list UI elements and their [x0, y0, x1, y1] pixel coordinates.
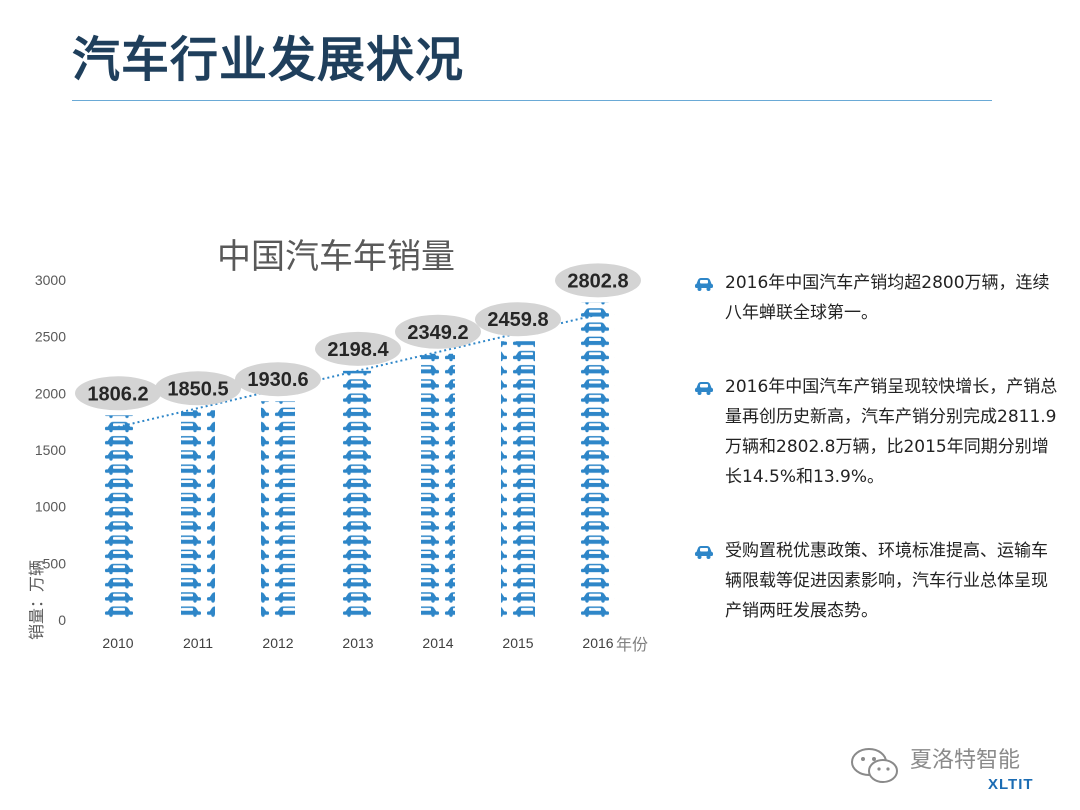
x-axis-label: 年份 [616, 635, 648, 654]
value-bubble [75, 376, 161, 411]
bullet-text: 2016年中国汽车产销呈现较快增长，产销总量再创历史新高，汽车产销分别完成281… [725, 377, 1058, 487]
wechat-icon [851, 748, 898, 783]
sales-bar-chart: 中国汽车年销量 0 500 1000 1500 2000 2500 3000 销量：万辆 1806… [27, 237, 648, 654]
x-tick-label: 2015 [502, 635, 533, 651]
bar-2015 [501, 341, 535, 620]
value-bubble [315, 331, 401, 366]
y-tick-label: 1000 [35, 499, 66, 515]
brand-logo-text: XLTIT [988, 776, 1034, 793]
value-label: 2198.4 [327, 339, 389, 361]
bar-2014 [421, 353, 455, 620]
value-bubble [155, 371, 241, 406]
x-tick-label: 2012 [262, 635, 293, 651]
y-tick-label: 2500 [35, 329, 66, 345]
car-icon [695, 278, 713, 291]
y-tick-label: 1500 [35, 442, 66, 458]
value-label: 2459.8 [487, 309, 548, 331]
y-tick-label: 0 [58, 612, 66, 628]
value-label: 1850.5 [167, 378, 228, 400]
y-axis-label: 销量：万辆 [27, 560, 46, 640]
value-bubble [475, 302, 561, 337]
value-bubble [395, 314, 481, 349]
chart-title: 中国汽车年销量 [217, 237, 455, 277]
bar-2016 [581, 302, 615, 620]
bar-2011 [181, 410, 215, 620]
title-divider [72, 100, 992, 101]
bullet-text: 2016年中国汽车产销均超2800万辆，连续八年蝉联全球第一。 [725, 273, 1050, 323]
bullet-item: 受购置税优惠政策、环境标准提高、运输车辆限载等促进因素影响，汽车行业总体呈现产销… [693, 536, 1063, 626]
car-icon [695, 546, 713, 559]
value-bubble [555, 263, 641, 298]
y-tick-label: 500 [43, 555, 67, 571]
value-label: 1930.6 [247, 369, 308, 391]
x-tick-label: 2014 [422, 635, 453, 651]
watermark-text: 夏洛特智能 [910, 748, 1021, 773]
bullet-item: 2016年中国汽车产销呈现较快增长，产销总量再创历史新高，汽车产销分别完成281… [693, 372, 1063, 492]
value-label: 2349.2 [407, 322, 468, 344]
x-tick-label: 2013 [342, 635, 373, 651]
wechat-watermark: 夏洛特智能 XLTIT [848, 742, 1073, 806]
bullet-list: 2016年中国汽车产销均超2800万辆，连续八年蝉联全球第一。 2016年中国汽… [693, 268, 1063, 670]
x-tick-label: 2010 [102, 635, 133, 651]
x-tick-label: 2011 [183, 635, 213, 651]
value-label: 1806.2 [87, 383, 148, 405]
x-tick-label: 2016 [582, 635, 613, 651]
value-label: 2802.8 [567, 270, 628, 292]
bar-2013 [341, 370, 375, 620]
bar-2010 [101, 415, 135, 620]
value-bubble [235, 362, 321, 397]
page-title: 汽车行业发展状况 [72, 32, 465, 88]
bullet-text: 受购置税优惠政策、环境标准提高、运输车辆限载等促进因素影响，汽车行业总体呈现产销… [725, 541, 1048, 621]
bullet-item: 2016年中国汽车产销均超2800万辆，连续八年蝉联全球第一。 [693, 268, 1063, 328]
bar-2012 [261, 401, 295, 620]
y-tick-label: 3000 [35, 272, 66, 288]
car-icon [695, 382, 713, 395]
y-tick-label: 2000 [35, 385, 66, 401]
